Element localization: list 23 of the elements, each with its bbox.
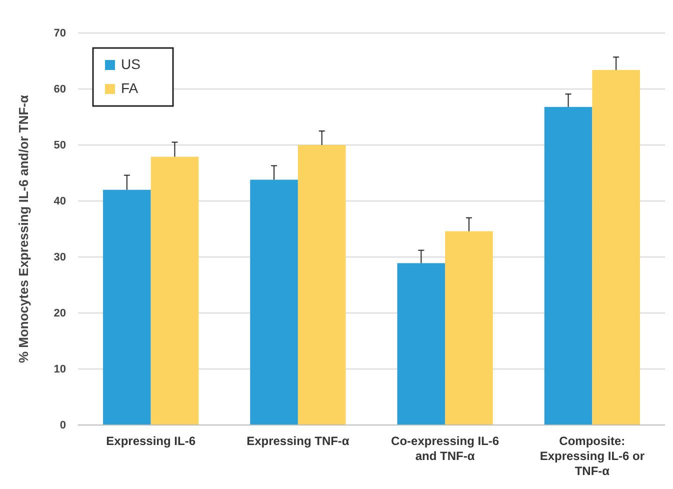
x-tick-label: Composite: Expressing IL-6 or TNF-α [540,434,645,478]
bar [298,145,346,425]
legend-label: US [121,56,140,72]
legend-label: FA [121,80,139,96]
x-tick-label: Expressing IL-6 [106,434,196,448]
bar [250,180,298,425]
bar [150,156,199,425]
y-tick-label: 50 [54,140,66,152]
y-tick-label: 10 [54,364,66,376]
y-tick-label: 70 [54,28,66,40]
y-axis-title: % Monocytes Expressing IL-6 and/or TNF-α [16,94,31,364]
bar [544,106,592,425]
y-tick-label: 20 [54,308,66,320]
bar [592,70,640,425]
y-tick-label: 60 [54,84,66,96]
bar [397,263,446,425]
bar [103,190,151,425]
bar [445,231,493,425]
x-tick-label: Co-expressing IL-6 and TNF-α [391,434,500,463]
y-tick-label: 40 [54,196,66,208]
y-tick-label: 30 [54,252,66,264]
x-tick-label: Expressing TNF-α [246,434,350,448]
y-tick-label: 0 [60,420,66,432]
